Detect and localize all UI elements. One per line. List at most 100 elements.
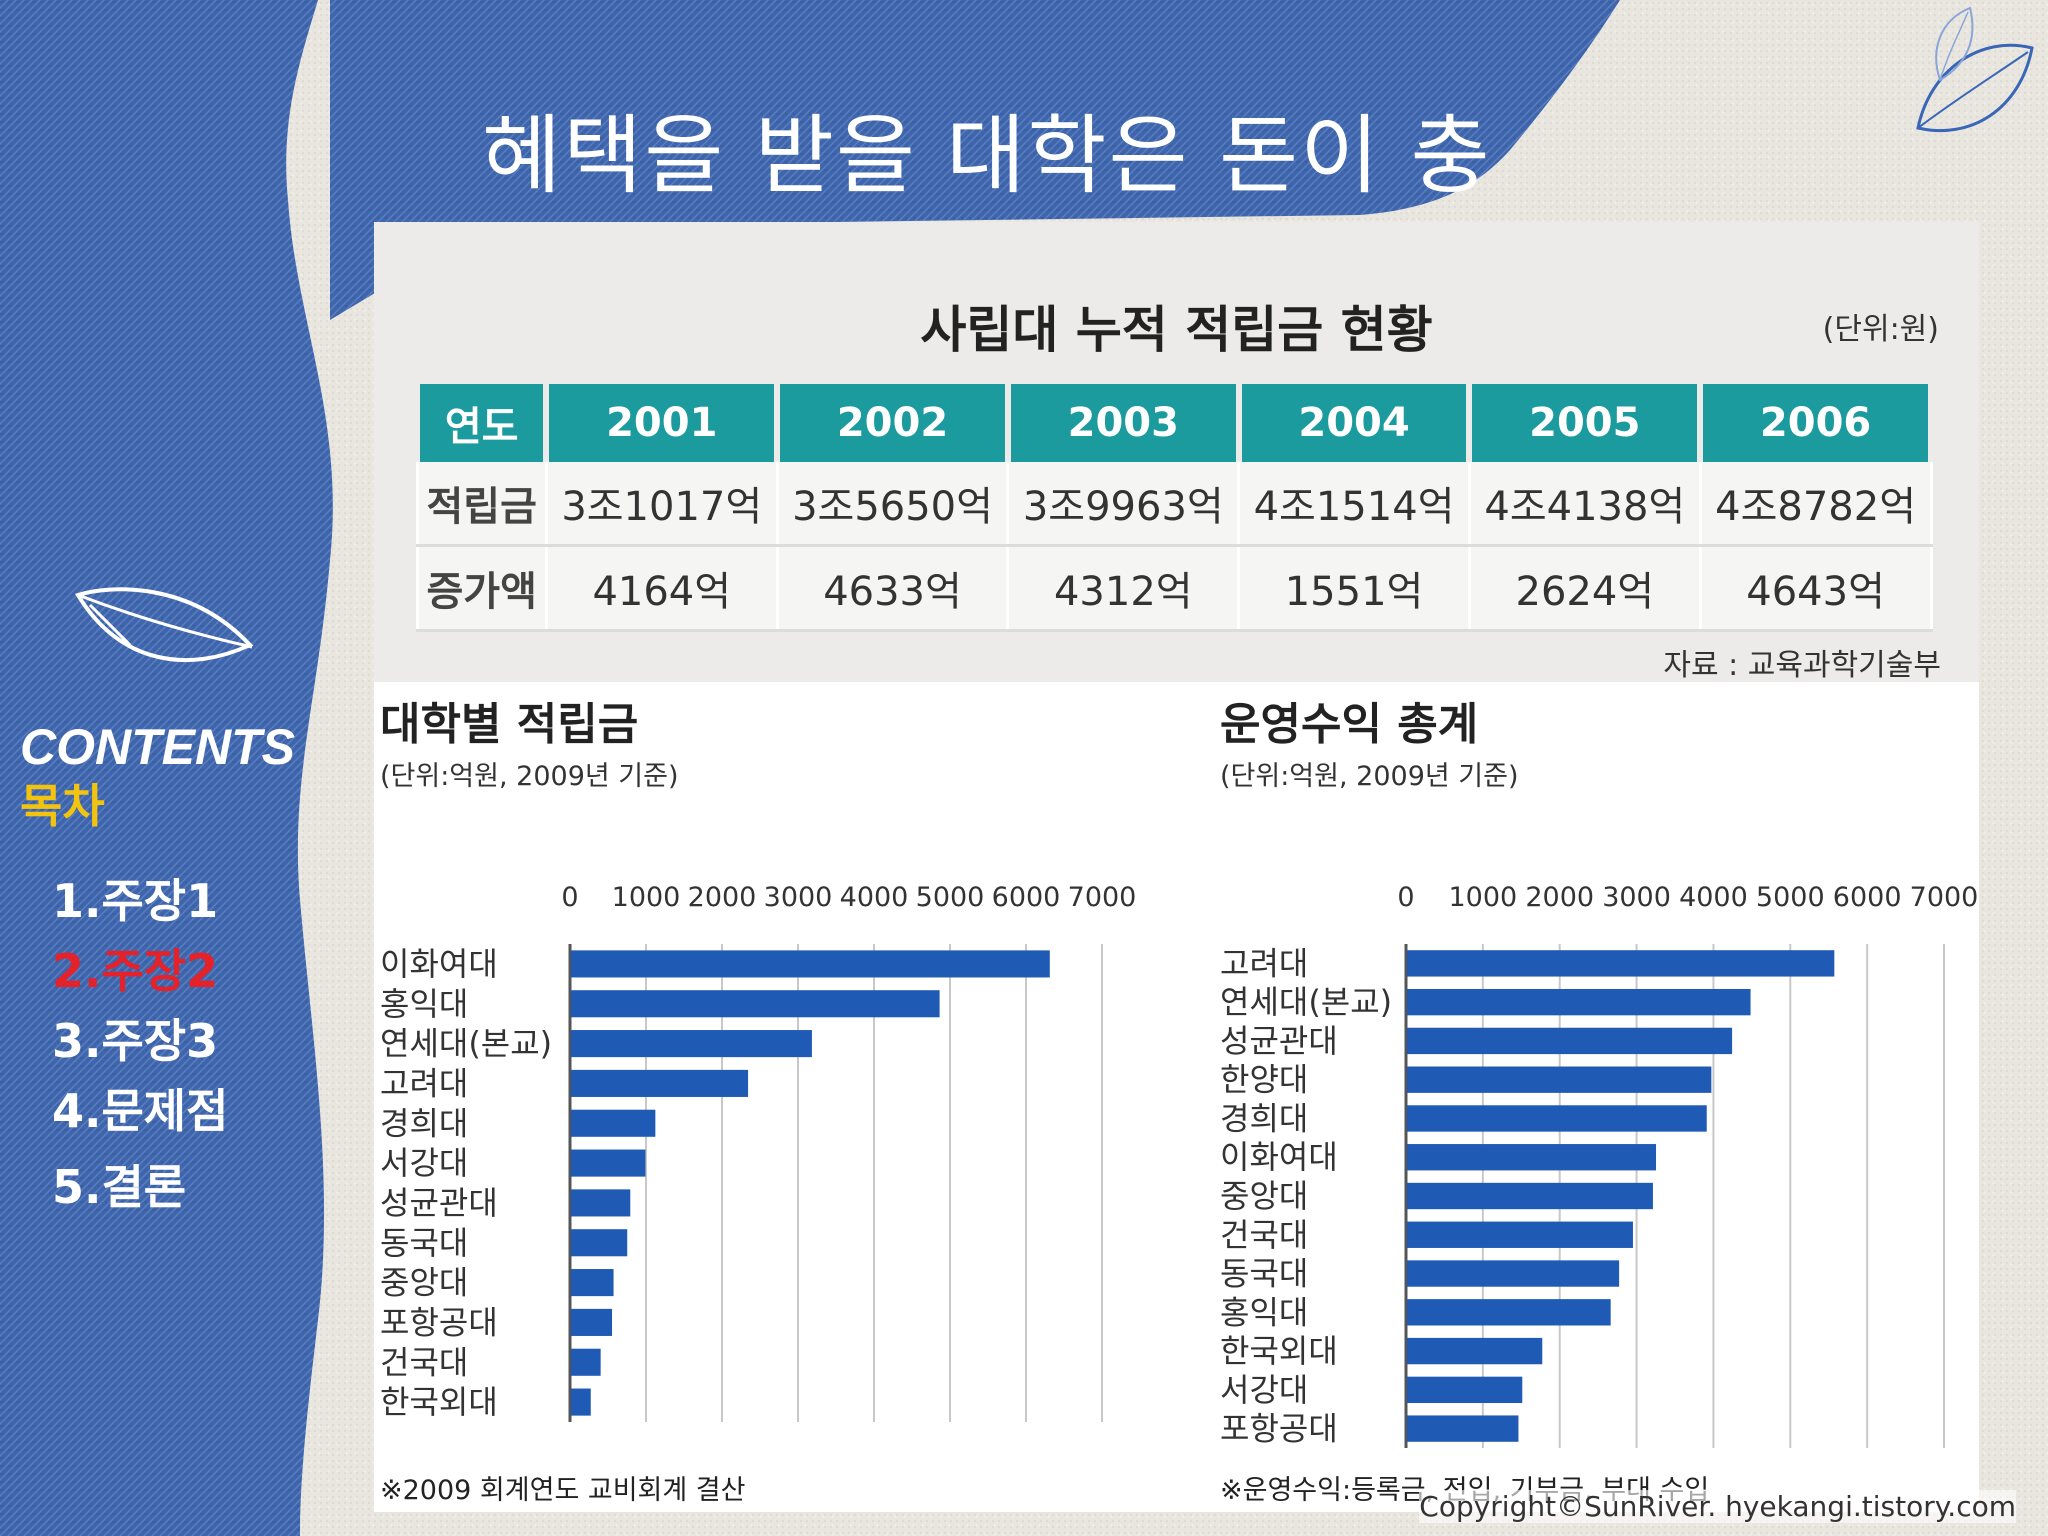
category-label: 동국대 <box>1220 1255 1308 1293</box>
table-cell: 3조1017억 <box>544 462 779 547</box>
bar <box>571 1069 749 1097</box>
bar <box>1407 1337 1543 1365</box>
denim-top-banner <box>330 0 1620 320</box>
category-label: 서강대 <box>1220 1371 1308 1409</box>
toc-list: 1.주장1 2.주장2 3.주장3 4.문제점 5.결론 <box>52 866 228 1222</box>
category-label: 홍익대 <box>1220 1293 1308 1331</box>
bar <box>571 1388 591 1416</box>
bar <box>571 1030 812 1058</box>
chart-title: 운영수익 총계 <box>1220 699 1479 750</box>
table-cell: 4643억 <box>1698 545 1933 632</box>
leaf-icon <box>1916 6 2034 133</box>
slide-title: 혜택을 받을 대학은 돈이 충분 <box>482 106 1492 206</box>
tick-label: 2000 <box>688 882 757 913</box>
tick-label: 0 <box>1397 882 1414 913</box>
table-header-cell: 2001 <box>543 384 781 462</box>
table-header-cell: 2003 <box>1004 384 1242 462</box>
table-row: 증가액 4164억 4633억 4312억 1551억 2624억 4643억 <box>415 545 1933 632</box>
copyright-text: Copyright©SunRiver. hyekangi.tistory.com <box>1419 1490 2016 1523</box>
bar <box>571 950 1050 978</box>
denim-left-panel <box>0 0 333 1536</box>
table-cell: 2624억 <box>1467 545 1702 632</box>
chart-footnote: ※2009 회계연도 교비회계 결산 <box>380 1475 746 1506</box>
tick-label: 1000 <box>612 882 681 913</box>
category-label: 동국대 <box>380 1224 468 1262</box>
table-cell: 4조4138억 <box>1467 462 1702 547</box>
table-unit: (단위:원) <box>1822 312 1939 347</box>
content-panel: 사립대 누적 적립금 현황 (단위:원) 연도 2001 2002 2003 2… <box>374 222 1979 1512</box>
category-label: 고려대 <box>380 1064 468 1102</box>
bar <box>1407 950 1835 977</box>
tick-label: 3000 <box>764 882 833 913</box>
tick-label: 1000 <box>1448 882 1517 913</box>
bar <box>1407 1221 1633 1248</box>
category-label: 한양대 <box>1220 1061 1308 1099</box>
table-header-cell: 2002 <box>774 384 1011 462</box>
reserve-table-area: 사립대 누적 적립금 현황 (단위:원) 연도 2001 2002 2003 2… <box>374 222 1979 683</box>
tick-label: 4000 <box>840 882 909 913</box>
table-row: 적립금 3조1017억 3조5650억 3조9963억 4조1514억 4조41… <box>415 462 1933 547</box>
category-label: 홍익대 <box>380 985 468 1023</box>
category-label: 이화여대 <box>1220 1138 1338 1176</box>
toc-item-4[interactable]: 4.문제점 <box>52 1084 229 1138</box>
chart-plot-2: 0 1000 2000 3000 4000 5000 6000 7000 고려대연세대(본교)성… <box>1220 882 1979 1448</box>
table-cell: 4633억 <box>775 545 1010 632</box>
tick-label: 7000 <box>1910 882 1979 913</box>
table-source: 자료 : 교육과학기술부 <box>1663 648 1941 683</box>
table-cell: 3조5650억 <box>775 462 1010 547</box>
toc-item-3[interactable]: 3.주장3 <box>52 1014 219 1068</box>
reserve-table: 연도 2001 2002 2003 2004 2005 2006 적립금 3조1… <box>413 384 1934 632</box>
bar <box>571 1308 613 1336</box>
bar <box>1407 1182 1653 1210</box>
contents-label: CONTENTS <box>20 719 295 775</box>
category-label: 중앙대 <box>380 1264 468 1302</box>
contents-heading: CONTENTS목차 <box>20 718 310 835</box>
chart-title: 대학별 적립금 <box>380 699 639 750</box>
category-label: 경희대 <box>1220 1099 1308 1137</box>
tick-label: 4000 <box>1679 882 1748 913</box>
table-header-cell: 2005 <box>1466 384 1704 462</box>
tick-label: 0 <box>561 882 578 913</box>
bar <box>1407 1260 1620 1287</box>
tick-label: 6000 <box>1833 882 1902 913</box>
category-label: 포항공대 <box>1220 1410 1338 1448</box>
bar <box>1407 1299 1611 1326</box>
leaf-outline-icon <box>74 587 254 663</box>
bar <box>1407 1415 1519 1442</box>
bar <box>571 1348 601 1376</box>
bar <box>571 990 940 1018</box>
tick-label: 7000 <box>1068 882 1137 913</box>
table-row-header: 증가액 <box>415 545 548 632</box>
table-cell: 4조1514억 <box>1237 462 1471 547</box>
table-header-cell: 2004 <box>1235 384 1473 462</box>
chart-subtitle: (단위:억원, 2009년 기준) <box>1220 761 1519 792</box>
category-label: 서강대 <box>380 1144 468 1182</box>
table-header-cell: 연도 <box>413 384 550 462</box>
table-cell: 4312억 <box>1006 545 1241 632</box>
category-label: 이화여대 <box>380 945 498 983</box>
category-label: 경희대 <box>380 1104 468 1142</box>
table-row-header: 적립금 <box>415 462 548 547</box>
category-label: 성균관대 <box>1220 1022 1338 1060</box>
bar <box>571 1109 656 1137</box>
bar <box>1407 1066 1712 1093</box>
table-cell: 4164억 <box>544 545 779 632</box>
category-label: 성균관대 <box>380 1184 498 1222</box>
toc-item-2[interactable]: 2.주장2 <box>52 944 219 998</box>
toc-item-5[interactable]: 5.결론 <box>52 1160 187 1214</box>
toc-item-1[interactable]: 1.주장1 <box>52 874 219 928</box>
table-cell: 3조9963억 <box>1006 462 1241 547</box>
contents-label-kr: 목차 <box>20 779 105 833</box>
table-title: 사립대 누적 적립금 현황 <box>920 301 1433 359</box>
bar <box>571 1149 646 1177</box>
category-label: 중앙대 <box>1220 1177 1308 1215</box>
chart-plot-1: 0 1000 2000 3000 4000 5000 6000 7000 이화여대홍익대연세대(… <box>380 882 1137 1422</box>
category-label: 고려대 <box>1220 944 1308 982</box>
bar <box>1407 1376 1523 1404</box>
tick-label: 5000 <box>1756 882 1825 913</box>
tick-label: 2000 <box>1525 882 1594 913</box>
category-label: 연세대(본교) <box>1220 983 1392 1021</box>
bar <box>571 1189 631 1217</box>
category-label: 포항공대 <box>380 1303 498 1341</box>
